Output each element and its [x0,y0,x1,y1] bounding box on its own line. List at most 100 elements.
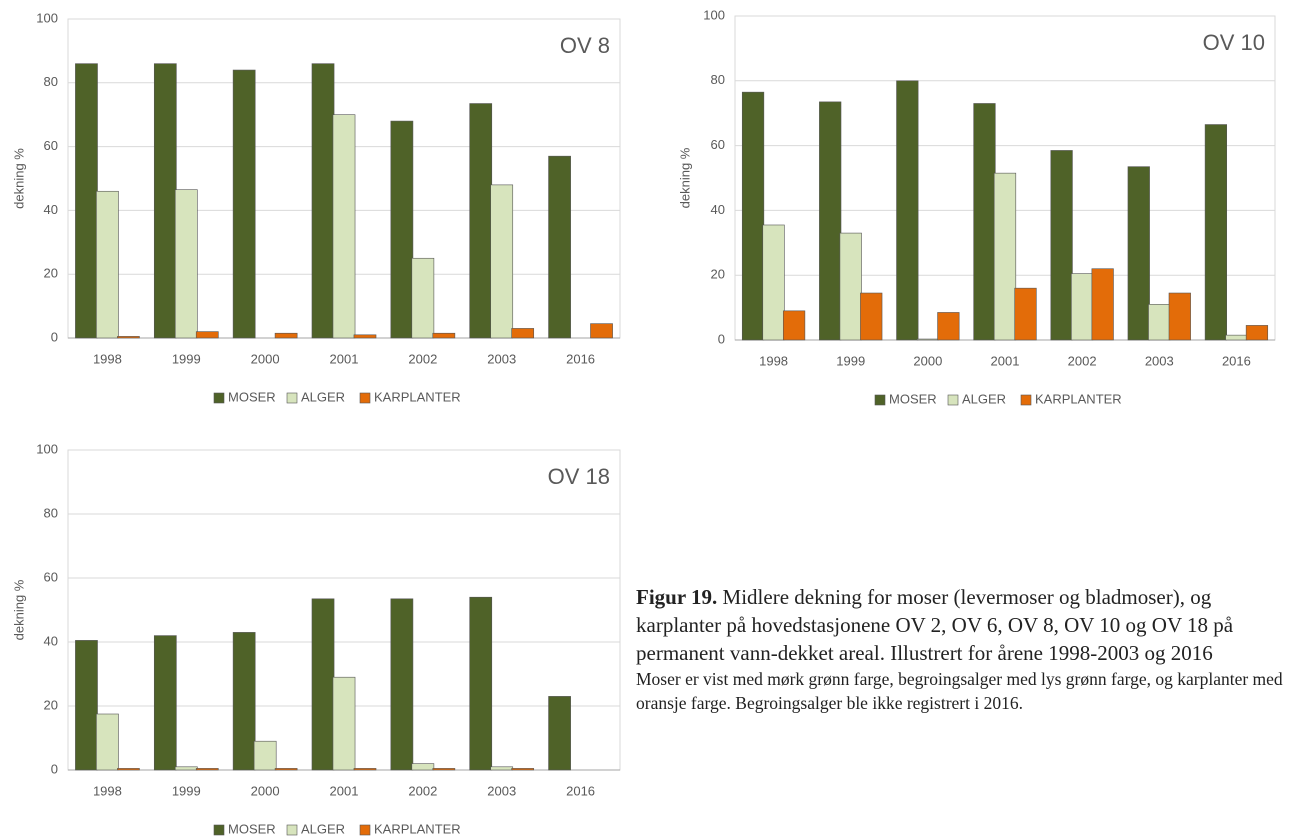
bar [75,640,98,771]
bar [274,768,298,771]
caption-label: Figur 19. [636,585,718,609]
bar [117,768,140,771]
bar [993,172,1017,341]
x-tick-label: 2002 [408,783,437,798]
y-tick-label: 20 [711,267,725,282]
bar [232,69,256,339]
bar [195,331,219,339]
x-tick-label: 2003 [487,783,516,798]
legend-swatch [874,394,886,406]
y-tick-label: 0 [51,761,58,776]
bar [174,766,198,771]
y-axis-label: dekning % [11,579,26,640]
bar [195,768,219,771]
y-axis-label: dekning % [11,148,26,209]
bar [1168,292,1191,341]
bar [511,328,535,339]
bar [96,190,119,339]
x-tick-label: 1998 [759,353,788,368]
bar [253,740,277,771]
x-tick-label: 2016 [1222,353,1251,368]
annotation: OV 18 [548,464,610,489]
x-tick-label: 2002 [408,351,437,366]
bar [1050,150,1073,341]
bar [916,338,939,341]
bar [1225,334,1248,341]
legend-label: KARPLANTER [374,389,461,404]
bar [174,189,198,339]
bar [332,676,356,771]
bar [548,155,571,339]
x-tick-label: 1999 [172,783,201,798]
y-tick-label: 80 [44,505,58,520]
legend-label: KARPLANTER [1035,391,1122,406]
bar [741,91,765,341]
legend-swatch [213,392,225,404]
x-tick-label: 2001 [991,353,1020,368]
bar [432,768,456,771]
legend-label: ALGER [962,391,1006,406]
bar [896,80,919,341]
annotation: OV 10 [1203,30,1265,55]
legend-swatch [359,824,371,836]
legend-swatch [1020,394,1032,406]
y-tick-label: 100 [703,7,725,22]
x-tick-label: 2000 [913,353,942,368]
legend-label: ALGER [301,389,345,404]
x-tick-label: 1999 [172,351,201,366]
y-tick-label: 60 [711,137,725,152]
bar [274,332,298,339]
bar [432,332,456,339]
legend-label: MOSER [228,821,276,836]
bar [1127,166,1150,341]
y-tick-label: 80 [711,72,725,87]
y-tick-label: 40 [44,633,58,648]
bar [353,768,377,771]
y-axis-label: dekning % [677,147,692,208]
legend-swatch [286,392,298,404]
bar [1014,287,1037,341]
bar [117,336,140,339]
bar [390,120,414,339]
bar [762,224,785,341]
caption-main: Figur 19. Midlere dekning for moser (lev… [636,583,1286,667]
bar [96,713,119,771]
caption: Figur 19. Midlere dekning for moser (lev… [636,583,1286,715]
bar [1148,304,1171,341]
legend-swatch [286,824,298,836]
bar [353,334,377,339]
bar [311,598,335,771]
y-tick-label: 100 [36,10,58,25]
bar [332,114,356,339]
bar [75,63,98,339]
legend-label: MOSER [228,389,276,404]
bar [469,103,493,339]
legend-label: ALGER [301,821,345,836]
bar [1204,124,1228,341]
bar [153,63,177,339]
x-tick-label: 2003 [1145,353,1174,368]
bar [1091,268,1114,341]
bar [1245,325,1269,341]
bar [819,101,842,341]
y-tick-label: 80 [44,74,58,89]
bar [153,635,177,771]
bar [390,598,414,771]
bar [511,768,535,771]
caption-note: Moser er vist med mørk grønn farge, begr… [636,669,1283,713]
bar [782,310,806,341]
bar [490,184,514,339]
y-tick-label: 0 [51,329,58,344]
x-tick-label: 2000 [251,351,280,366]
bar [411,763,435,771]
legend-swatch [359,392,371,404]
y-tick-label: 20 [44,697,58,712]
bar [311,63,335,339]
x-tick-label: 2000 [251,783,280,798]
legend-swatch [947,394,959,406]
bar [411,257,435,339]
x-tick-label: 1999 [836,353,865,368]
caption-text: Midlere dekning for moser (levermoser og… [636,585,1234,665]
bar [839,232,862,341]
bar [548,696,571,771]
